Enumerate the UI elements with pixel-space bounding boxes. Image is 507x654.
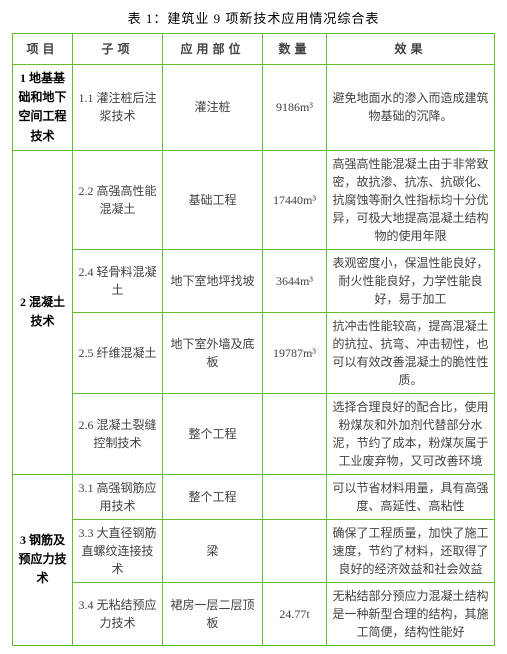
subitem-cell: 3.1 高强钢筋应用技术: [73, 474, 163, 519]
table-row: 1 地基基础和地下空间工程技术1.1 灌注桩后注浆技术灌注桩9186m³避免地面…: [13, 65, 495, 151]
subitem-cell: 2.6 混凝土裂缝控制技术: [73, 393, 163, 474]
effect-cell: 无粘结部分预应力混凝土结构是一种新型合理的结构，其施工简便，结构性能好: [327, 582, 495, 645]
effect-cell: 可以节省材料用量，具有高强度、高延性、高粘性: [327, 474, 495, 519]
table-row: 3 钢筋及预应力技术3.1 高强钢筋应用技术整个工程可以节省材料用量，具有高强度…: [13, 474, 495, 519]
part-cell: 地下室地坪找坡: [163, 249, 263, 312]
header-subitem: 子项: [73, 34, 163, 65]
subitem-cell: 3.4 无粘结预应力技术: [73, 582, 163, 645]
subitem-cell: 2.5 纤维混凝土: [73, 312, 163, 393]
table-row: 2.5 纤维混凝土地下室外墙及底板19787m³抗冲击性能较高，提高混凝土的抗拉…: [13, 312, 495, 393]
part-cell: 裙房一层二层顶板: [163, 582, 263, 645]
part-cell: 梁: [163, 519, 263, 582]
part-cell: 基础工程: [163, 150, 263, 249]
header-part: 应用部位: [163, 34, 263, 65]
header-effect: 效果: [327, 34, 495, 65]
part-cell: 灌注桩: [163, 65, 263, 151]
effect-cell: 确保了工程质量，加快了施工速度，节约了材料，还取得了良好的经济效益和社会效益: [327, 519, 495, 582]
project-cell: 2 混凝土技术: [13, 150, 73, 474]
qty-cell: 17440m³: [263, 150, 327, 249]
effect-cell: 高强高性能混凝土由于非常致密，故抗渗、抗冻、抗碳化、抗腐蚀等耐久性指标均十分优异…: [327, 150, 495, 249]
subitem-cell: 1.1 灌注桩后注浆技术: [73, 65, 163, 151]
table-caption: 表 1：建筑业 9 项新技术应用情况综合表: [12, 8, 495, 27]
effect-cell: 选择合理良好的配合比，使用粉煤灰和外加剂代替部分水泥，节约了成本，粉煤灰属于工业…: [327, 393, 495, 474]
qty-cell: 24.77t: [263, 582, 327, 645]
tech-application-table: 项目 子项 应用部位 数量 效果 1 地基基础和地下空间工程技术1.1 灌注桩后…: [12, 33, 495, 646]
qty-cell: [263, 474, 327, 519]
header-row: 项目 子项 应用部位 数量 效果: [13, 34, 495, 65]
part-cell: 地下室外墙及底板: [163, 312, 263, 393]
table-row: 2 混凝土技术2.2 高强高性能混凝土基础工程17440m³高强高性能混凝土由于…: [13, 150, 495, 249]
table-row: 3.4 无粘结预应力技术裙房一层二层顶板24.77t无粘结部分预应力混凝土结构是…: [13, 582, 495, 645]
qty-cell: [263, 393, 327, 474]
qty-cell: 3644m³: [263, 249, 327, 312]
project-cell: 3 钢筋及预应力技术: [13, 474, 73, 645]
effect-cell: 抗冲击性能较高，提高混凝土的抗拉、抗弯、冲击韧性，也可以有效改善混凝土的脆性性质…: [327, 312, 495, 393]
effect-cell: 表观密度小，保温性能良好，耐火性能良好，力学性能良好，易于加工: [327, 249, 495, 312]
table-row: 3.3 大直径钢筋直螺纹连接技术梁 确保了工程质量，加快了施工速度，节约了材料，还…: [13, 519, 495, 582]
part-cell: 整个工程: [163, 474, 263, 519]
part-cell: 整个工程: [163, 393, 263, 474]
header-qty: 数量: [263, 34, 327, 65]
subitem-cell: 2.4 轻骨料混凝土: [73, 249, 163, 312]
qty-cell: 19787m³: [263, 312, 327, 393]
table-row: 2.4 轻骨料混凝土地下室地坪找坡3644m³表观密度小，保温性能良好，耐火性能…: [13, 249, 495, 312]
subitem-cell: 3.3 大直径钢筋直螺纹连接技术: [73, 519, 163, 582]
qty-cell: [263, 519, 327, 582]
table-row: 2.6 混凝土裂缝控制技术整个工程选择合理良好的配合比，使用粉煤灰和外加剂代替部…: [13, 393, 495, 474]
project-cell: 1 地基基础和地下空间工程技术: [13, 65, 73, 151]
qty-cell: 9186m³: [263, 65, 327, 151]
subitem-cell: 2.2 高强高性能混凝土: [73, 150, 163, 249]
effect-cell: 避免地面水的渗入而造成建筑物基础的沉降。: [327, 65, 495, 151]
header-project: 项目: [13, 34, 73, 65]
